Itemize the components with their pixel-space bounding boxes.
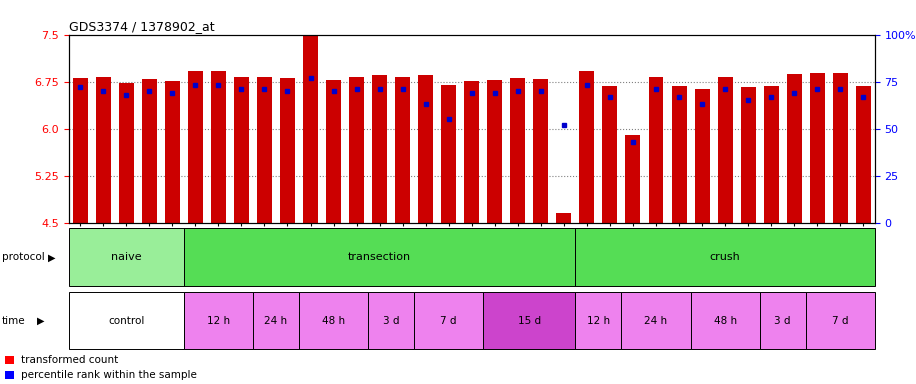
Text: naive: naive [111, 252, 142, 262]
Text: protocol: protocol [2, 252, 45, 262]
Text: ▶: ▶ [48, 252, 55, 262]
Text: crush: crush [710, 252, 740, 262]
Bar [442, 85, 456, 223]
Bar [575, 228, 875, 286]
Bar [649, 76, 663, 223]
Bar [280, 78, 295, 223]
Text: time: time [2, 316, 26, 326]
Bar [764, 86, 779, 223]
Text: 3 d: 3 d [774, 316, 791, 326]
Bar [694, 89, 710, 223]
Bar [787, 74, 802, 223]
Bar [299, 292, 368, 349]
Bar [72, 78, 88, 223]
Bar [96, 76, 111, 223]
Bar [349, 76, 364, 223]
Bar [257, 77, 272, 223]
Bar [5, 371, 14, 379]
Text: 48 h: 48 h [322, 316, 345, 326]
Text: 7 d: 7 d [832, 316, 848, 326]
Bar [741, 87, 756, 223]
Bar [621, 292, 691, 349]
Bar [806, 292, 875, 349]
Bar [303, 35, 318, 223]
Text: 3 d: 3 d [383, 316, 399, 326]
Text: 15 d: 15 d [518, 316, 540, 326]
Bar [575, 292, 621, 349]
Bar [234, 77, 249, 223]
Bar [372, 75, 387, 223]
Bar [626, 135, 640, 223]
Bar [833, 73, 847, 223]
Bar [5, 356, 14, 364]
Text: transection: transection [348, 252, 411, 262]
Bar [510, 78, 525, 223]
Text: GDS3374 / 1378902_at: GDS3374 / 1378902_at [69, 20, 214, 33]
Bar [717, 77, 733, 223]
Bar [671, 86, 686, 223]
Bar [856, 86, 871, 223]
Bar [253, 292, 299, 349]
Bar [211, 71, 226, 223]
Bar [69, 292, 184, 349]
Bar [326, 80, 341, 223]
Text: 24 h: 24 h [645, 316, 668, 326]
Bar [395, 76, 410, 223]
Bar [184, 228, 575, 286]
Bar [759, 292, 806, 349]
Text: 12 h: 12 h [587, 316, 610, 326]
Text: 12 h: 12 h [207, 316, 230, 326]
Bar [487, 80, 502, 223]
Bar [533, 79, 549, 223]
Bar [603, 86, 617, 223]
Bar [184, 292, 253, 349]
Text: ▶: ▶ [37, 316, 44, 326]
Text: 48 h: 48 h [714, 316, 736, 326]
Bar [188, 71, 202, 223]
Bar [810, 73, 824, 223]
Text: percentile rank within the sample: percentile rank within the sample [20, 370, 197, 380]
Bar [556, 214, 572, 223]
Text: control: control [108, 316, 145, 326]
Bar [368, 292, 414, 349]
Text: transformed count: transformed count [20, 355, 118, 365]
Text: 7 d: 7 d [441, 316, 457, 326]
Bar [464, 81, 479, 223]
Bar [484, 292, 575, 349]
Bar [580, 71, 594, 223]
Bar [119, 83, 134, 223]
Bar [142, 79, 157, 223]
Bar [165, 81, 180, 223]
Bar [419, 75, 433, 223]
Bar [414, 292, 484, 349]
Text: 24 h: 24 h [265, 316, 288, 326]
Bar [69, 228, 184, 286]
Bar [691, 292, 759, 349]
